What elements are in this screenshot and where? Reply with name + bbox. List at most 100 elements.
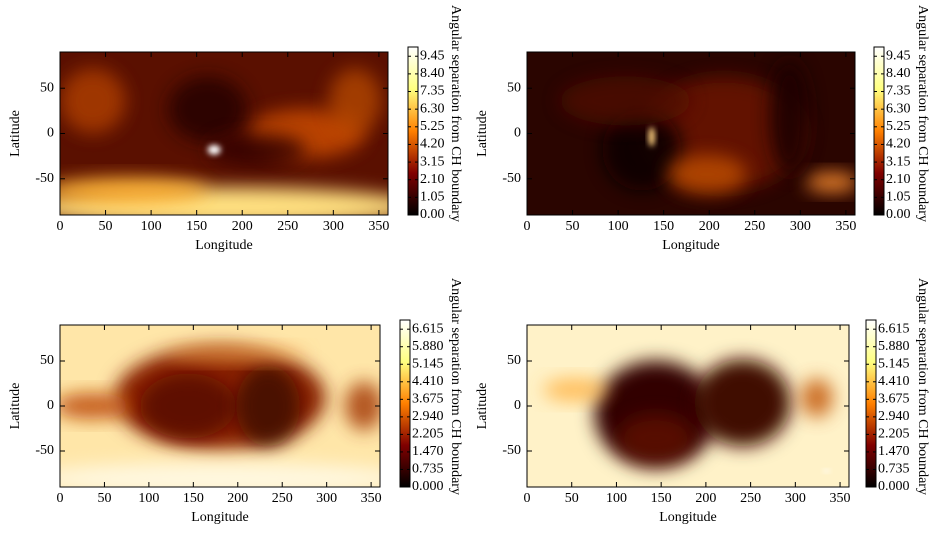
colorbar-tick-label: 1.05: [420, 190, 445, 205]
heatmap-region: [602, 109, 682, 191]
heatmap-region: [543, 378, 608, 402]
heatmap-region: [207, 133, 306, 167]
heatmap-region: [559, 76, 692, 126]
colorbar-tick-label: 0.000: [412, 479, 444, 494]
colorbar-tick-label: 6.615: [878, 321, 910, 336]
colorbar-tick-label: 7.35: [420, 84, 445, 99]
colorbar-tick-label: 6.615: [412, 321, 444, 336]
y-axis-label: Latitude: [8, 383, 23, 430]
x-tick-label: 50: [565, 491, 579, 506]
x-tick-label: 0: [57, 219, 64, 234]
colorbar-tick-label: 5.145: [412, 356, 444, 371]
colorbar-label: Angular separation from CH boundary: [448, 5, 463, 222]
colorbar-tick-label: 2.940: [878, 409, 910, 424]
colorbar-tick-label: 6.30: [886, 101, 911, 116]
heatmap-region: [805, 172, 855, 193]
colorbar: [407, 46, 419, 216]
colorbar-tick-label: 0.735: [878, 462, 910, 477]
heatmap-region: [617, 414, 695, 463]
x-tick-label: 350: [361, 491, 382, 506]
colorbar-tick-label: 2.940: [412, 409, 444, 424]
x-tick-label: 150: [653, 219, 674, 234]
colorbar-label: Angular separation from CH boundary: [915, 278, 930, 495]
heatmap-image: [60, 52, 388, 215]
colorbar-tick-label: 2.10: [886, 172, 911, 187]
colorbar-tick-label: 2.10: [420, 172, 445, 187]
x-tick-label: 150: [186, 219, 207, 234]
heatmap-region: [60, 177, 208, 204]
colorbar-tick-label: 3.15: [886, 154, 911, 169]
y-tick-label: 0: [47, 398, 54, 413]
heatmap-region: [60, 68, 126, 134]
x-tick-label: 100: [141, 219, 162, 234]
x-tick-label: 350: [368, 219, 389, 234]
x-tick-label: 250: [740, 491, 761, 506]
x-tick-label: 50: [566, 219, 580, 234]
x-tick-label: 50: [97, 491, 111, 506]
colorbar-tick-label: 0.735: [412, 462, 444, 477]
x-tick-label: 250: [272, 491, 293, 506]
y-axis-label: Latitude: [475, 383, 490, 430]
x-tick-label: 0: [524, 219, 531, 234]
colorbar-tick-label: 8.40: [886, 66, 911, 81]
y-tick-label: -50: [35, 171, 54, 186]
colorbar-tick-label: 5.880: [412, 339, 444, 354]
x-axis-label: Longitude: [191, 510, 249, 525]
x-tick-label: 250: [277, 219, 298, 234]
x-tick-label: 200: [232, 219, 253, 234]
x-tick-label: 100: [606, 491, 627, 506]
heatmap-region: [328, 68, 382, 134]
colorbar-tick-label: 3.15: [420, 154, 445, 169]
x-tick-label: 350: [830, 491, 851, 506]
colorbar-tick-label: 6.30: [420, 101, 445, 116]
heatmap-region: [60, 393, 131, 419]
colorbar-label: Angular separation from CH boundary: [448, 278, 463, 495]
colorbar-tick-label: 2.205: [412, 427, 444, 442]
x-tick-label: 300: [316, 491, 337, 506]
x-axis-label: Longitude: [662, 238, 720, 253]
heatmap-region: [769, 60, 810, 175]
x-axis-label: Longitude: [195, 238, 253, 253]
colorbar: [865, 319, 877, 488]
heatmap-region: [823, 469, 830, 473]
x-tick-label: 300: [785, 491, 806, 506]
colorbar-tick-label: 0.000: [878, 479, 910, 494]
colorbar-tick-label: 5.25: [420, 119, 445, 134]
colorbar: [399, 319, 411, 488]
colorbar-tick-label: 4.410: [412, 374, 444, 389]
heatmap-region: [236, 365, 300, 447]
y-tick-label: -50: [35, 443, 54, 458]
colorbar-tick-label: 4.20: [886, 137, 911, 152]
colorbar-tick-label: 1.470: [412, 444, 444, 459]
y-tick-label: 0: [514, 398, 521, 413]
colorbar-tick-label: 1.05: [886, 190, 911, 205]
x-axis-label: Longitude: [659, 510, 717, 525]
y-axis-label: Latitude: [475, 110, 490, 157]
x-tick-label: 200: [227, 491, 248, 506]
x-tick-label: 200: [699, 219, 720, 234]
x-tick-label: 150: [651, 491, 672, 506]
heatmap-region: [60, 462, 380, 487]
colorbar: [873, 46, 885, 216]
y-tick-label: 50: [40, 80, 54, 95]
heatmap-image: [60, 325, 380, 487]
y-axis-label: Latitude: [8, 110, 23, 157]
colorbar-tick-label: 5.145: [878, 356, 910, 371]
y-tick-label: -50: [502, 171, 521, 186]
x-tick-label: 300: [323, 219, 344, 234]
colorbar-tick-label: 1.470: [878, 444, 910, 459]
x-tick-label: 100: [608, 219, 629, 234]
heatmap-region: [207, 144, 221, 155]
colorbar-tick-label: 9.45: [420, 48, 445, 63]
y-tick-label: 50: [40, 353, 54, 368]
heatmap-region: [694, 359, 792, 447]
heatmap-region: [668, 154, 747, 194]
heatmap-region: [168, 76, 247, 142]
colorbar-tick-label: 2.205: [878, 427, 910, 442]
x-tick-label: 50: [99, 219, 113, 234]
colorbar-tick-label: 8.40: [420, 66, 445, 81]
x-tick-label: 300: [790, 219, 811, 234]
colorbar-tick-label: 4.20: [420, 137, 445, 152]
x-tick-label: 350: [835, 219, 856, 234]
colorbar-tick-label: 5.880: [878, 339, 910, 354]
